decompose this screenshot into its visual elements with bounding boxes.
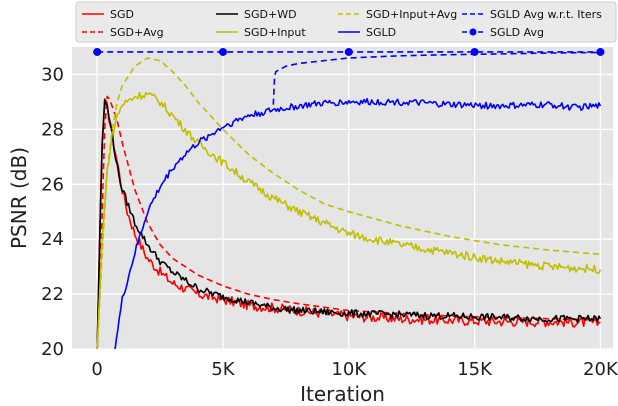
y-tick-label: 26 xyxy=(41,174,64,195)
legend-label: SGD+Avg xyxy=(110,26,164,39)
series-line-sgd-input xyxy=(96,91,602,349)
x-tick-label: 10K xyxy=(331,359,367,380)
y-tick-label: 22 xyxy=(41,284,64,305)
legend-label: SGLD xyxy=(366,26,396,39)
legend-label: SGLD Avg w.r.t. Iters xyxy=(490,8,602,21)
data-point xyxy=(344,47,353,56)
legend-label: SGD xyxy=(110,8,134,21)
x-tick-label: 0 xyxy=(91,359,102,380)
data-point xyxy=(470,47,479,56)
x-tick-label: 20K xyxy=(583,359,618,380)
legend-marker xyxy=(469,28,477,36)
legend-label: SGLD Avg xyxy=(490,26,544,39)
y-tick-label: 24 xyxy=(41,229,64,250)
x-tick-label: 5K xyxy=(211,359,235,380)
legend-label: SGD+Input xyxy=(244,26,306,39)
data-point xyxy=(93,47,102,56)
series-line-sgd xyxy=(96,100,601,349)
plot-area xyxy=(72,47,613,349)
series-line-sgld xyxy=(114,97,602,349)
x-axis-title: Iteration xyxy=(300,382,385,406)
y-tick-label: 28 xyxy=(41,119,64,140)
legend: SGD SGD+Avg SGD+WD SGD+Input SGD+Input+Avg SG… xyxy=(75,1,617,43)
y-tick-label: 20 xyxy=(41,339,64,360)
legend-label: SGD+WD xyxy=(244,8,297,21)
data-point xyxy=(596,47,605,56)
x-tick-label: 15K xyxy=(457,359,493,380)
y-axis-title: PSNR (dB) xyxy=(7,147,31,249)
y-tick-label: 30 xyxy=(41,64,64,85)
legend-label: SGD+Input+Avg xyxy=(366,8,457,21)
series-line-sgd-wd xyxy=(96,98,602,349)
series-line-sgd-input-avg xyxy=(96,57,601,349)
data-point xyxy=(218,47,227,56)
series-line-sgld-avg-w-r-t-iters xyxy=(272,51,601,105)
